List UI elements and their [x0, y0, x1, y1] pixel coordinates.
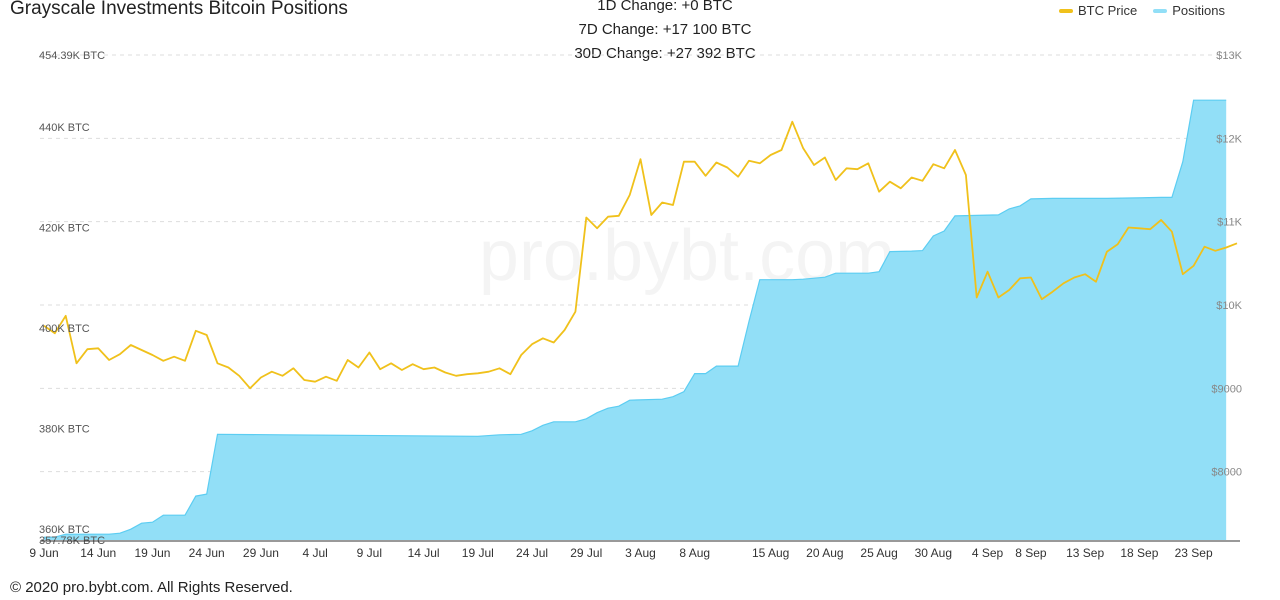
x-tick-label: 30 Aug	[915, 546, 952, 560]
x-tick-label: 4 Sep	[972, 546, 1004, 560]
axes: $13K $12K $11K $10K $9000 $8000 454.39K BTC 440…	[29, 50, 1242, 560]
x-tick-label: 19 Jul	[462, 546, 494, 560]
x-tick-label: 25 Aug	[860, 546, 897, 560]
change-1d: 1D Change: +0 BTC	[597, 0, 733, 14]
copyright-footer: © 2020 pro.bybt.com. All Rights Reserved…	[10, 579, 293, 596]
positions-line	[44, 99, 1227, 538]
legend-item-btc-price[interactable]: BTC Price	[1059, 3, 1137, 18]
y-right-tick-label: $11K	[1217, 217, 1243, 229]
change-7d: 7D Change: +17 100 BTC	[578, 21, 752, 38]
chart-legend: BTC Price Positions	[1059, 3, 1225, 18]
y-left-tick-label: 440K BTC	[39, 122, 90, 134]
chart-title: Grayscale Investments Bitcoin Positions	[10, 0, 348, 19]
x-tick-label: 3 Aug	[625, 546, 656, 560]
x-tick-label: 15 Aug	[752, 546, 789, 560]
x-tick-label: 4 Jul	[302, 546, 327, 560]
x-tick-label: 24 Jun	[189, 546, 225, 560]
y-left-tick-label: 380K BTC	[39, 423, 90, 435]
y-left-tick-label: 400K BTC	[39, 323, 90, 335]
positions-area-layer	[44, 99, 1227, 540]
legend-label-btc-price: BTC Price	[1078, 3, 1138, 18]
x-tick-label: 20 Aug	[806, 546, 843, 560]
legend-item-positions[interactable]: Positions	[1153, 3, 1225, 18]
legend-swatch-btc-price	[1059, 8, 1074, 13]
btc-price-layer	[43, 120, 1238, 390]
x-tick-label: 23 Sep	[1175, 546, 1213, 560]
change-summary: 1D Change: +0 BTC 7D Change: +17 100 BTC…	[540, 0, 790, 66]
y-right-tick-label: $10K	[1216, 300, 1242, 312]
y-right-tick-label: $9000	[1211, 383, 1242, 395]
x-tick-label: 18 Sep	[1120, 546, 1158, 560]
change-30d: 30D Change: +27 392 BTC	[574, 45, 756, 62]
x-tick-label: 29 Jul	[570, 546, 602, 560]
x-tick-label: 8 Sep	[1015, 546, 1047, 560]
x-tick-label: 14 Jun	[80, 546, 116, 560]
legend-label-positions: Positions	[1172, 3, 1225, 18]
btc-price-line[interactable]	[43, 120, 1238, 390]
y-left-tick-label: 454.39K BTC	[39, 50, 105, 62]
x-tick-label: 29 Jun	[243, 546, 279, 560]
y-left-tick-label: 420K BTC	[39, 223, 90, 235]
x-tick-label: 9 Jun	[29, 546, 58, 560]
x-tick-label: 19 Jun	[134, 546, 170, 560]
x-tick-label: 8 Aug	[679, 546, 710, 560]
y-left-tick-label: 360K BTC	[39, 524, 90, 536]
x-tick-label: 24 Jul	[516, 546, 548, 560]
x-tick-label: 13 Sep	[1066, 546, 1104, 560]
positions-area[interactable]	[44, 100, 1227, 540]
x-tick-label: 14 Jul	[408, 546, 440, 560]
y-right-tick-label: $12K	[1216, 133, 1242, 145]
legend-swatch-positions	[1153, 8, 1168, 13]
y-right-tick-label: $8000	[1211, 467, 1242, 479]
y-right-tick-label: $13K	[1216, 50, 1242, 62]
x-tick-label: 9 Jul	[357, 546, 382, 560]
